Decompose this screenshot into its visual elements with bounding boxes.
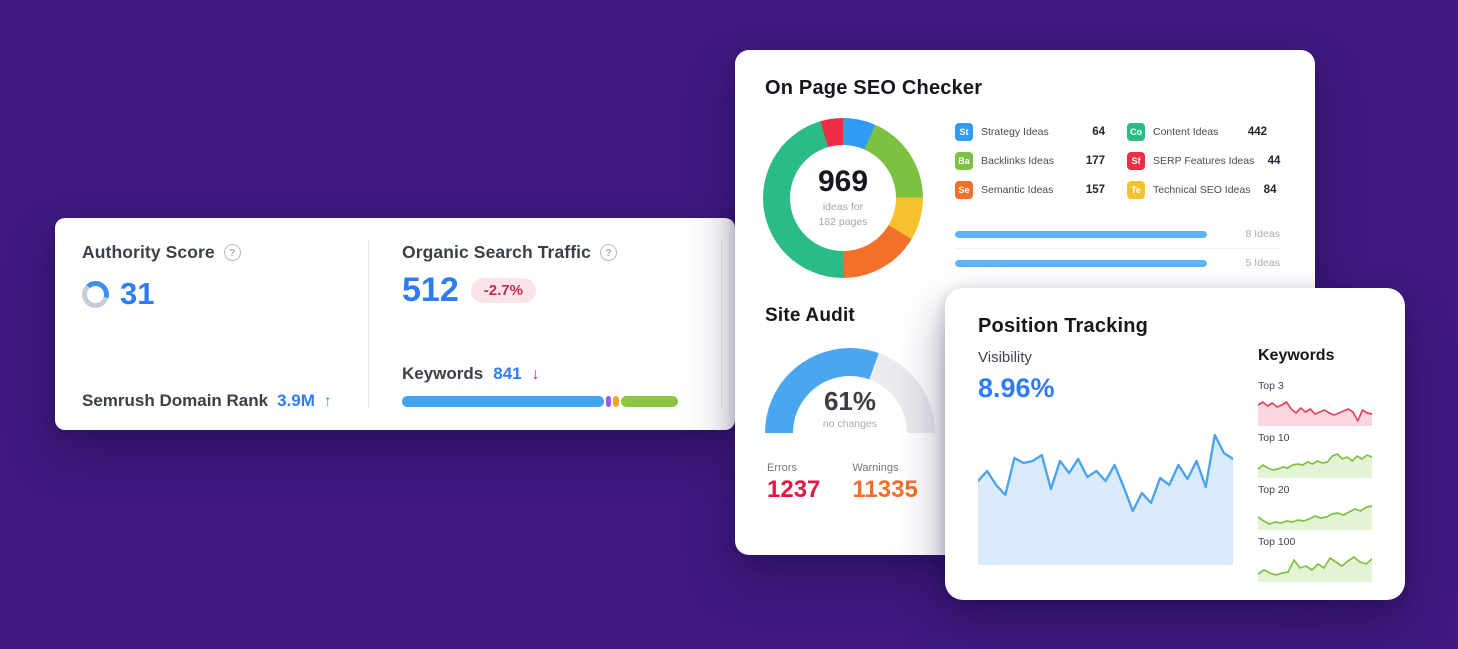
keywords-label: Keywords [402,364,484,383]
donut-subtitle: ideas for 182 pages [818,201,868,228]
idea-bar-track [955,259,1207,267]
authority-score-title: Authority Score [82,242,215,262]
top20-label: Top 20 [1258,484,1290,496]
site-audit-score: 61% [823,386,877,416]
content-ideas-icon: Co [1127,123,1145,141]
site-audit-stats: Errors 1237 Warnings 11335 [767,462,918,502]
onpage-seo-checker-title: On Page SEO Checker [765,77,983,99]
site-audit-status: no changes [822,418,878,430]
keywords-count-row: Keywords 841 ↓ [402,364,540,384]
legend-item: Ba Backlinks Ideas 177 [955,152,1105,170]
top20-sparkline-chart [1258,500,1372,530]
organic-traffic-value: 512 [402,271,459,309]
domain-rank-row: Semrush Domain Rank 3.9M ↑ [82,391,332,411]
idea-bar-label: 5 Ideas [1245,257,1280,269]
top100-keywords-group: Top 100 [1258,536,1372,582]
keywords-bar-segment [605,396,611,407]
keywords-value: 841 [493,364,522,383]
top100-sparkline-chart [1258,552,1372,582]
top20-keywords-group: Top 20 [1258,484,1372,530]
top3-label: Top 3 [1258,380,1284,392]
position-tracking-title: Position Tracking [978,315,1149,337]
keywords-bar-segment [402,396,604,407]
top10-sparkline-chart [1258,448,1372,478]
warnings-stat: Warnings 11335 [852,462,917,502]
top3-keywords-group: Top 3 [1258,380,1372,426]
top10-keywords-group: Top 10 [1258,432,1372,478]
legend-item: Se Semantic Ideas 157 [955,181,1105,199]
legend-item: Co Content Ideas 442 [1127,123,1267,141]
technical-seo-ideas-icon: Te [1127,181,1145,199]
position-tracking-card: Position Tracking Visibility 8.96% Keywo… [945,288,1405,600]
authority-score-section: Authority Score ? 31 [82,242,241,312]
donut-center: 969 ideas for 182 pages [790,145,896,251]
backlinks-ideas-icon: Ba [955,152,973,170]
errors-value: 1237 [767,476,821,503]
trend-up-icon: ↑ [323,393,332,410]
semantic-ideas-icon: Se [955,181,973,199]
ideas-legend: St Strategy Ideas 64 Ba Backlinks Ideas … [955,123,1280,199]
top100-label: Top 100 [1258,536,1296,548]
warnings-value: 11335 [852,476,918,503]
idea-bar-row: 8 Ideas [955,224,1280,244]
idea-bar-fill [955,230,1207,238]
warnings-label: Warnings [852,462,899,474]
traffic-change-badge: -2.7% [470,278,536,303]
domain-rank-label: Semrush Domain Rank [82,391,269,410]
keywords-bar-segment [620,396,678,407]
column-divider [721,240,722,408]
keywords-bar-segment [612,396,619,407]
trend-down-icon: ↓ [531,366,540,383]
visibility-value: 8.96% [978,373,1055,403]
organic-traffic-section: Organic Search Traffic ? 512 -2.7% [402,242,617,310]
keywords-column-title: Keywords [1258,347,1335,364]
errors-stat: Errors 1237 [767,462,820,502]
strategy-ideas-icon: St [955,123,973,141]
column-divider [368,240,369,408]
keywords-distribution-bar [402,396,680,407]
help-icon[interactable]: ? [599,244,617,261]
domain-rank-value: 3.9M [277,391,315,410]
idea-bar-label: 8 Ideas [1245,228,1280,240]
help-icon[interactable]: ? [223,244,241,261]
top3-sparkline-chart [1258,396,1372,426]
authority-score-value: 31 [120,276,155,311]
serp-features-ideas-icon: Sf [1127,152,1145,170]
ideas-donut-chart: 969 ideas for 182 pages [763,118,923,278]
donut-total-value: 969 [817,165,869,199]
authority-score-ring-icon [82,280,109,308]
idea-bar-row: 5 Ideas [955,253,1280,273]
top-pages-idea-bars: 8 Ideas 5 Ideas [955,224,1280,273]
errors-label: Errors [767,462,797,474]
visibility-label: Visibility [978,349,1032,366]
site-audit-title: Site Audit [765,305,855,326]
top10-label: Top 10 [1258,432,1290,444]
row-divider [955,248,1280,249]
legend-item: Te Technical SEO Ideas 84 [1127,181,1276,199]
organic-traffic-title: Organic Search Traffic [402,242,591,262]
site-audit-gauge: 61% no changes [765,348,935,433]
legend-item: St Strategy Ideas 64 [955,123,1105,141]
overview-metrics-card: Authority Score ? 31 Semrush Domain Rank… [55,218,735,430]
idea-bar-track [955,230,1207,238]
visibility-area-chart [978,423,1233,565]
idea-bar-fill [955,259,1207,267]
legend-item: Sf SERP Features Ideas 44 [1127,152,1280,170]
